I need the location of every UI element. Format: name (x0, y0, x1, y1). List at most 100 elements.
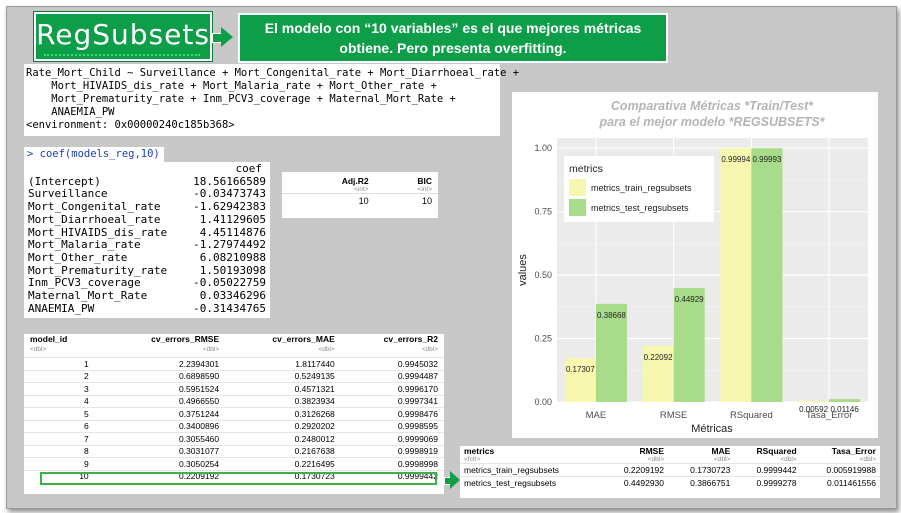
table-cell: 0.9997341 (340, 394, 444, 408)
page-title: RegSubsets (36, 18, 210, 51)
table-cell: 0.2216495 (225, 457, 341, 470)
table-cell: 2.2394301 (100, 357, 226, 370)
coef-name: Surveillance (28, 187, 108, 201)
conclusion-banner: El modelo con “10 variables” es el que m… (238, 13, 668, 63)
formula-line: <environment: 0x00000240c185b368> (26, 119, 235, 131)
table-cell: 9 (24, 457, 101, 470)
table-cell: 0.5249135 (225, 369, 341, 383)
coef-value: -0.31434765 (193, 301, 266, 315)
coef-row: Mort_Congenital_rate -1.62942383 (28, 200, 266, 214)
table-cell: 0.9996170 (340, 382, 444, 395)
adj-bic-table: Adj.R2 BIC <int> <int> 10 10 (282, 172, 438, 218)
column-header: cv_errors_RMSE (151, 334, 220, 344)
column-type: <dbl> (30, 345, 47, 353)
column-type: <dbl> (714, 456, 731, 463)
table-cell: 0.5951524 (100, 382, 226, 395)
y-tick-label: 0.25 (534, 334, 552, 344)
bar (595, 303, 627, 402)
column-type: <dbl> (859, 456, 876, 463)
table-row: 8 0.3031077 0.2167638 0.9998919 (24, 444, 444, 458)
table-cell: 0.9994487 (340, 369, 444, 383)
table-cell: 6 (24, 419, 101, 433)
column-header: MAE (711, 446, 731, 456)
coef-row: Inm_PCV3_coverage -0.05022759 (28, 277, 266, 290)
formula-line: ANAEMIA_PW (26, 106, 115, 118)
coef-name: Inm_PCV3_coverage (28, 276, 141, 290)
coef-output: coef (Intercept) 18.56166589 Surveillance -… (24, 162, 270, 318)
table-cell: 0.4492930 (601, 476, 669, 489)
legend-swatch (569, 199, 586, 216)
table-cell: 0.9998476 (340, 407, 444, 420)
chart-subtitle: para el mejor modelo *REGSUBSETS* (598, 115, 825, 129)
table-cell: 0.9998595 (340, 419, 444, 433)
column-header: cv_errors_R2 (383, 334, 438, 344)
table-cell: 0.4966550 (100, 394, 226, 408)
adj-header: Adj.R2 (341, 176, 369, 186)
table-row: 2 0.6898590 0.5249135 0.9994487 (24, 369, 444, 383)
coef-value: 1.50193098 (199, 263, 266, 277)
data-label: 0.38668 (597, 311, 626, 320)
x-tick-label: RMSE (660, 410, 687, 421)
coef-value: 18.56166589 (193, 174, 266, 188)
table-cell: 0.3055460 (100, 432, 226, 445)
coef-value: -0.03473743 (193, 187, 266, 201)
table-cell: 0.3031077 (100, 444, 226, 458)
data-label: 0.44929 (675, 295, 704, 304)
banner-line-2: obtiene. Pero presenta overfitting. (339, 40, 567, 56)
coef-name: Mort_Diarrhoeal_rate (28, 212, 161, 226)
coef-value: -0.05022759 (193, 276, 266, 290)
formula-output: Rate_Mort_Child ~ Surveillance + Mort_Co… (24, 64, 519, 136)
column-type: <dbl> (318, 345, 335, 353)
formula-line: Mort_Prematurity_rate + Inm_PCV3_coverag… (26, 93, 456, 105)
coef-name: ANAEMIA_PW (28, 301, 95, 315)
coef-name: Mort_Prematurity_rate (28, 263, 168, 277)
coef-row: (Intercept) 18.56166589 (28, 174, 266, 189)
table-cell: 0.9998919 (340, 444, 444, 458)
metrics-chart: 0.00 0.25 0.50 0.75 1.00 0.17307 0.38668 MAE 0.2… (512, 92, 878, 438)
banner-line-1: El modelo con “10 variables” es el que m… (264, 20, 642, 36)
table-cell: metrics_test_regsubsets (460, 476, 602, 489)
data-label: 0.17307 (566, 365, 595, 374)
coef-command: > coef(models_reg,10) (24, 147, 164, 162)
best-model-highlight (40, 472, 437, 485)
table-row: 1 2.2394301 1.8117440 0.9945032 (24, 357, 444, 370)
bic-subheader: <int> (417, 186, 432, 193)
legend-entry: metrics_test_regsubsets (591, 203, 689, 213)
bar (673, 287, 705, 402)
table-cell: 0.3751244 (100, 407, 226, 420)
table-cell: 0.4571321 (225, 382, 341, 395)
table-cell: 0.9999278 (734, 476, 801, 489)
coef-name: Mort_Other_rate (28, 250, 128, 264)
table-cell: 0.2209192 (601, 463, 669, 477)
bic-header: BIC (417, 176, 432, 186)
bar (798, 400, 830, 402)
x-axis-label: Métricas (691, 423, 733, 435)
table-row: 3 0.5951524 0.4571321 0.9996170 (24, 382, 444, 395)
coef-row: Mort_Malaria_rate -1.27974492 (28, 239, 266, 252)
adj-value: 10 (282, 193, 375, 208)
coef-name: Mort_HIVAIDS_dis_rate (28, 225, 168, 239)
x-tick-label: RSquared (730, 410, 773, 421)
legend-entry: metrics_train_regsubsets (591, 183, 692, 193)
coef-row: Maternal_Mort_Rate 0.03346296 (28, 289, 266, 303)
bic-value: 10 (374, 193, 438, 208)
cv-errors-table: model_id cv_errors_RMSE cv_errors_MAE cv_er… (24, 334, 444, 494)
y-tick-label: 0.50 (534, 270, 552, 280)
data-label: 0.99994 (721, 155, 750, 164)
table-cell: 1 (24, 357, 101, 370)
table-cell: 3 (24, 382, 101, 395)
adj-subheader: <int> (354, 186, 369, 193)
column-header: RSquared (756, 446, 797, 456)
coef-row: ANAEMIA_PW -0.31434765 (28, 301, 266, 316)
coef-value: 4.45114876 (199, 225, 266, 239)
coef-row: Mort_Diarrhoeal_rate 1.41129605 (28, 212, 266, 227)
coef-value: 1.41129605 (199, 212, 266, 226)
table-cell: 0.9999442 (734, 463, 801, 477)
coef-name: Mort_Congenital_rate (28, 200, 161, 214)
y-tick-label: 0.75 (534, 207, 552, 217)
legend-swatch (569, 179, 586, 196)
y-tick-label: 0.00 (534, 397, 552, 407)
table-cell: 0.1730723 (668, 463, 735, 477)
bar (564, 358, 596, 402)
data-label: 0.22092 (644, 353, 673, 362)
